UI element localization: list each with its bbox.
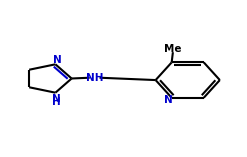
Text: H: H	[52, 97, 61, 107]
Text: N: N	[53, 55, 62, 65]
Text: NH: NH	[86, 73, 103, 83]
Text: Me: Me	[164, 44, 182, 54]
Text: N: N	[52, 94, 61, 104]
Text: N: N	[164, 95, 173, 106]
